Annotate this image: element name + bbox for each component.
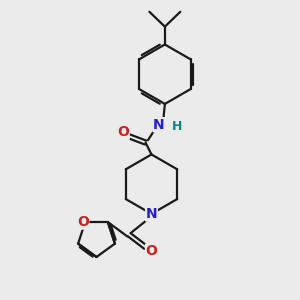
Text: N: N [153, 118, 165, 132]
Text: N: N [146, 207, 157, 221]
Text: O: O [117, 125, 129, 139]
Text: H: H [172, 120, 182, 133]
Text: O: O [77, 215, 89, 229]
Text: O: O [146, 244, 158, 258]
